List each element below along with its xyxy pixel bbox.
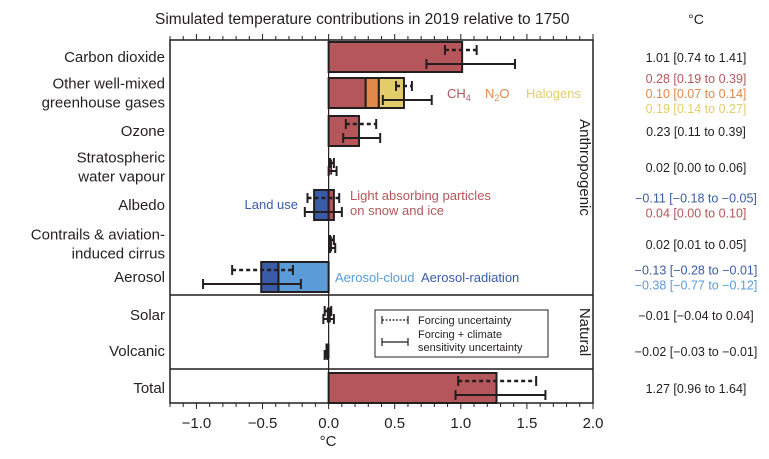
row-label: Ozone (121, 123, 165, 140)
bar-ch4 (327, 77, 367, 109)
legend: Forcing uncertainty Forcing + climatesens… (374, 309, 549, 358)
row-labels: Carbon dioxide Other well-mixed greenhouse… (31, 49, 166, 397)
row-label: Contrails & aviation- (31, 227, 165, 244)
x-tick-label: 0.0 (318, 415, 339, 432)
bar-land-use (313, 189, 330, 221)
x-tick-label: 2.0 (583, 415, 604, 432)
value-annotation: 0.02 [0.01 to 0.05] (646, 238, 747, 252)
x-tick-label: 0.5 (384, 415, 405, 432)
bar-carbon-dioxide (327, 41, 464, 73)
bar-total (327, 372, 498, 404)
bar-aerosol-cloud (277, 261, 330, 293)
value-annotation: −0.01 [−0.04 to 0.04] (638, 309, 753, 323)
x-axis: −1.0 −0.5 0.0 0.5 1.0 1.5 2.0 (169, 34, 604, 432)
label-light-absorbing-particles: Light absorbing particles (350, 188, 491, 203)
row-label: water vapour (77, 169, 165, 186)
group-label-natural: Natural (576, 308, 593, 356)
group-label-anthropogenic: Anthropogenic (576, 119, 593, 216)
value-annotations: 1.01 [0.74 to 1.41]0.28 [0.19 to 0.39]0.… (635, 51, 758, 396)
row-label: Solar (130, 307, 165, 324)
label-aerosol-cloud: Aerosol-cloud (335, 270, 415, 285)
row-label: Stratospheric (77, 150, 166, 167)
values-column-header: °C (688, 11, 704, 27)
x-tick-label: 1.5 (516, 415, 537, 432)
legend-label-total-1: Forcing + climate (418, 329, 502, 341)
value-annotation: 0.02 [0.00 to 0.06] (646, 161, 747, 175)
value-annotation: 0.19 [0.14 to 0.27] (646, 102, 747, 116)
label-halogens: Halogens (526, 86, 581, 101)
x-axis-label: °C (320, 433, 337, 450)
value-annotation: 0.28 [0.19 to 0.39] (646, 72, 747, 86)
row-label: Other well-mixed (52, 76, 165, 93)
label-tail: O (499, 86, 509, 101)
value-annotation: −0.38 [−0.77 to −0.12] (635, 279, 758, 293)
legend-label-forcing: Forcing uncertainty (418, 315, 512, 327)
row-label: Albedo (118, 197, 165, 214)
label-ch4: CH4 (447, 86, 471, 103)
row-label: Total (133, 380, 165, 397)
subscript: 2 (494, 93, 499, 103)
value-annotation: −0.13 [−0.28 to −0.01] (635, 264, 758, 278)
subscript: 4 (466, 93, 471, 103)
x-tick-label: −1.0 (182, 415, 212, 432)
value-annotation: −0.11 [−0.18 to −0.05] (635, 192, 757, 206)
row-label: Aerosol (114, 269, 165, 286)
legend-label-total-2: sensitivity uncertainty (418, 342, 523, 354)
label-aerosol-radiation: Aerosol-radiation (421, 270, 519, 285)
row-label: induced cirrus (72, 246, 165, 263)
bar-aerosol-radiation (260, 261, 280, 293)
value-annotation: 0.04 [0.00 to 0.10] (646, 207, 747, 221)
bar-n2o (364, 77, 380, 109)
row-label: Carbon dioxide (64, 49, 165, 66)
label-land-use: Land use (245, 197, 299, 212)
value-annotation: −0.02 [−0.03 to −0.01] (635, 345, 758, 359)
row-label: Volcanic (109, 343, 165, 360)
label-n2o: N2O (485, 86, 510, 103)
value-annotation: 0.23 [0.11 to 0.39] (646, 125, 746, 139)
errorbars-layer (202, 45, 547, 400)
group-labels: Anthropogenic Natural (576, 119, 593, 356)
x-tick-label: −0.5 (248, 415, 278, 432)
bar-light-absorbing-particles-on-snow-and-ice (327, 189, 335, 221)
value-annotation: 1.27 [0.96 to 1.64] (646, 382, 747, 396)
x-tick-label: 1.0 (450, 415, 471, 432)
value-annotation: 0.10 [0.07 to 0.14] (646, 87, 747, 101)
row-label: greenhouse gases (42, 95, 165, 112)
chart-title: Simulated temperature contributions in 2… (155, 11, 570, 28)
value-annotation: 1.01 [0.74 to 1.41] (646, 51, 747, 65)
legend-box (374, 309, 549, 358)
label-on-snow-and-ice: on snow and ice (350, 203, 444, 218)
segment-labels: CH4 N2O Halogens Land use Light absorbing pa… (245, 86, 582, 285)
